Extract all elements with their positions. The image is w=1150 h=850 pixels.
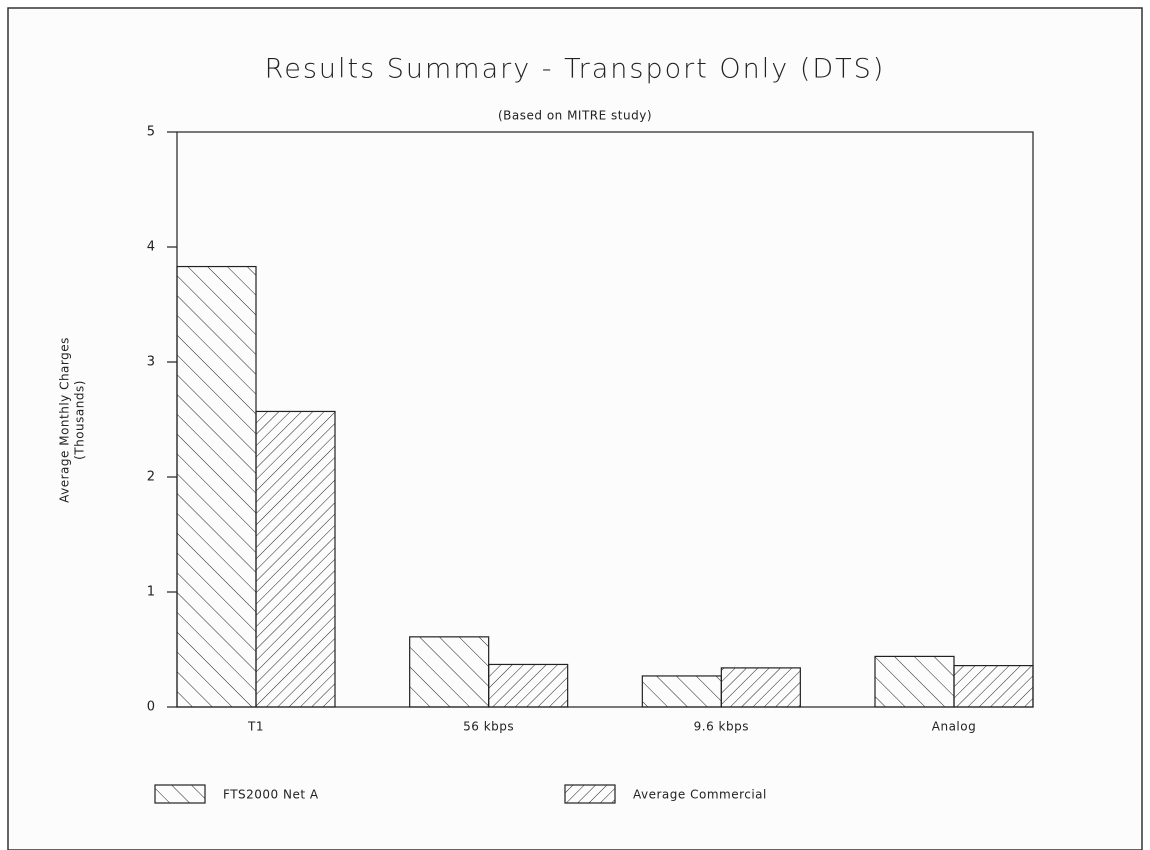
bar	[953, 664, 1034, 708]
y-tick-label: 1	[147, 585, 155, 600]
bar	[488, 663, 569, 708]
legend-label: Average Commercial	[633, 788, 767, 802]
chart-title: Results Summary - Transport Only (DTS)	[265, 54, 886, 85]
y-axis-label: Average Monthly Charges	[58, 337, 72, 503]
bar	[720, 667, 801, 708]
x-tick-label: 9.6 kbps	[694, 720, 749, 734]
bar	[874, 655, 955, 708]
x-tick-label: 56 kbps	[463, 720, 514, 734]
bar	[176, 265, 257, 708]
y-axis-label: (Thousands)	[73, 380, 87, 460]
x-tick-label: T1	[247, 720, 264, 734]
bar	[255, 410, 336, 708]
y-tick-label: 2	[147, 470, 155, 485]
y-tick-label: 4	[147, 240, 155, 255]
chart-subtitle: (Based on MITRE study)	[498, 109, 652, 123]
bar	[641, 675, 722, 708]
legend-label: FTS2000 Net A	[223, 788, 319, 802]
y-tick-label: 0	[147, 700, 155, 715]
bar	[409, 636, 490, 708]
x-tick-label: Analog	[932, 720, 976, 734]
legend-swatch	[564, 784, 616, 804]
legend-swatch	[154, 784, 206, 804]
y-tick-label: 3	[147, 355, 155, 370]
y-tick-label: 5	[147, 125, 155, 140]
